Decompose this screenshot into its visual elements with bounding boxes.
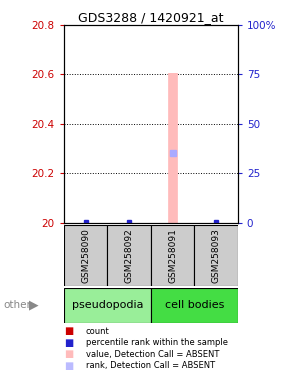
Bar <box>64 225 107 286</box>
Text: ■: ■ <box>64 338 73 348</box>
Text: GSM258092: GSM258092 <box>124 228 134 283</box>
Text: pseudopodia: pseudopodia <box>72 300 143 310</box>
Text: ▶: ▶ <box>28 299 38 312</box>
Text: value, Detection Call = ABSENT: value, Detection Call = ABSENT <box>86 349 219 359</box>
Bar <box>194 225 238 286</box>
Text: ■: ■ <box>64 326 73 336</box>
Text: rank, Detection Call = ABSENT: rank, Detection Call = ABSENT <box>86 361 215 370</box>
Text: GSM258093: GSM258093 <box>211 228 221 283</box>
Text: ■: ■ <box>64 349 73 359</box>
Text: GSM258091: GSM258091 <box>168 228 177 283</box>
Bar <box>64 288 151 323</box>
Text: percentile rank within the sample: percentile rank within the sample <box>86 338 228 347</box>
Bar <box>151 225 194 286</box>
Text: other: other <box>3 300 31 310</box>
Text: count: count <box>86 326 109 336</box>
Bar <box>107 225 151 286</box>
Text: cell bodies: cell bodies <box>165 300 224 310</box>
Text: GSM258090: GSM258090 <box>81 228 90 283</box>
Title: GDS3288 / 1420921_at: GDS3288 / 1420921_at <box>78 11 224 24</box>
Text: ■: ■ <box>64 361 73 371</box>
Bar <box>151 288 238 323</box>
